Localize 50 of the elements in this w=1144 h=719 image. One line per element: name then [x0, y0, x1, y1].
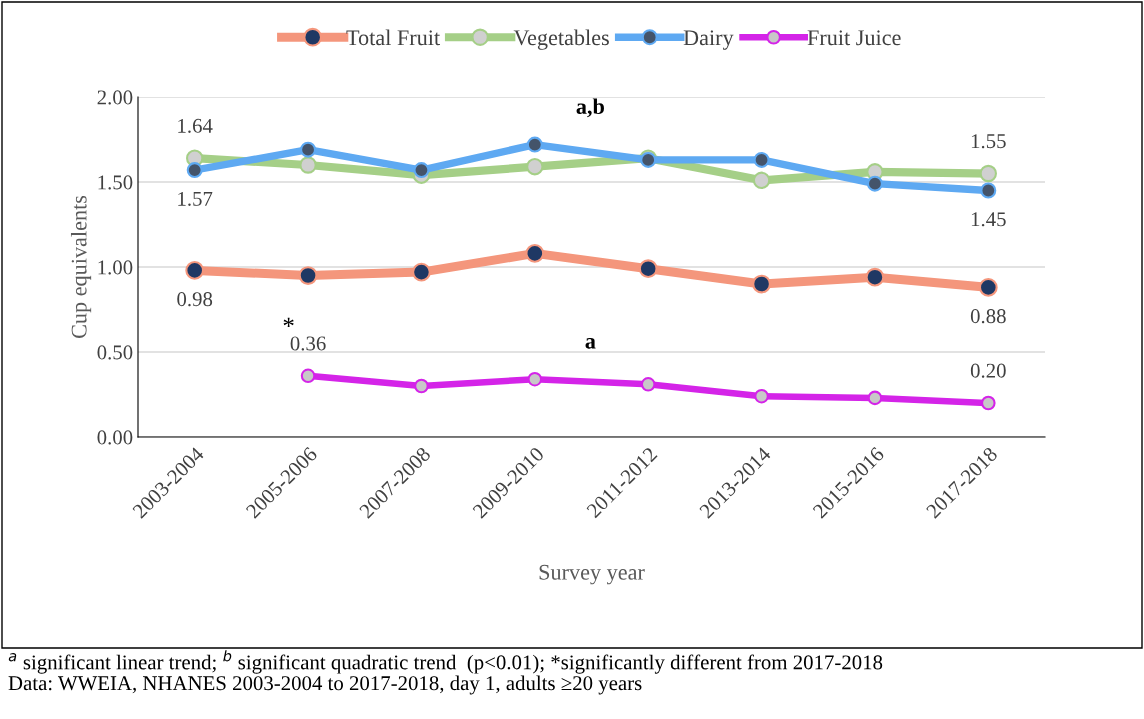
- point: [752, 171, 771, 189]
- data-label: 0.20: [970, 363, 1006, 378]
- point: [413, 162, 430, 179]
- point: [526, 136, 543, 153]
- point: [979, 164, 997, 183]
- text: Data: WWEIA, NHANES 2003-2004 to 2017-2018, day 1, adults ≥20 years: [8, 675, 642, 695]
- annotation: *: [283, 317, 294, 327]
- data-label: 1.55: [971, 134, 1006, 149]
- legend-label: Dairy: [683, 30, 734, 50]
- point: [414, 378, 429, 394]
- data-label: 1.45: [971, 212, 1006, 227]
- point: [753, 151, 770, 168]
- point: [526, 158, 544, 176]
- point: [185, 261, 205, 280]
- y-tick-label: 0.50: [97, 345, 133, 360]
- x-axis-title: Survey year: [539, 564, 645, 585]
- point: [299, 156, 317, 174]
- data-label: 0.36: [290, 336, 326, 351]
- y-tick-label: 2.00: [97, 90, 133, 105]
- point: [981, 395, 996, 411]
- point: [754, 388, 769, 404]
- point: [525, 244, 545, 263]
- point: [752, 274, 771, 294]
- point: [978, 278, 998, 297]
- point: [866, 175, 883, 192]
- point: [186, 162, 203, 179]
- annotation: a,b: [576, 98, 604, 118]
- point: [300, 141, 317, 158]
- point: [980, 182, 997, 199]
- y-tick-label: 1.00: [98, 260, 133, 275]
- point: [527, 371, 543, 387]
- legend-label: Total Fruit: [346, 29, 441, 46]
- point: [300, 368, 316, 384]
- data-label: 0.88: [970, 309, 1006, 324]
- point: [412, 262, 431, 282]
- data-label: 1.57: [178, 191, 213, 206]
- y-tick-label: 1.50: [98, 175, 133, 190]
- legend-label: Fruit Juice: [807, 30, 901, 46]
- legend-label: Vegetables: [513, 29, 609, 50]
- data-label: 1.64: [178, 118, 213, 133]
- point: [865, 267, 885, 287]
- point: [640, 377, 656, 392]
- point: [638, 259, 658, 279]
- y-tick-label: 0.00: [97, 430, 133, 445]
- text: $^{a}$ significant linear trend; $^{b}$ significant quadratic trend (p<0.01); *significantly different from 2017-2018: [8, 650, 883, 674]
- point: [298, 266, 318, 285]
- annotation: a: [585, 338, 596, 349]
- data-label: 0.98: [177, 292, 213, 307]
- point: [867, 390, 883, 406]
- y-axis-title: Cup equivalents: [70, 195, 92, 338]
